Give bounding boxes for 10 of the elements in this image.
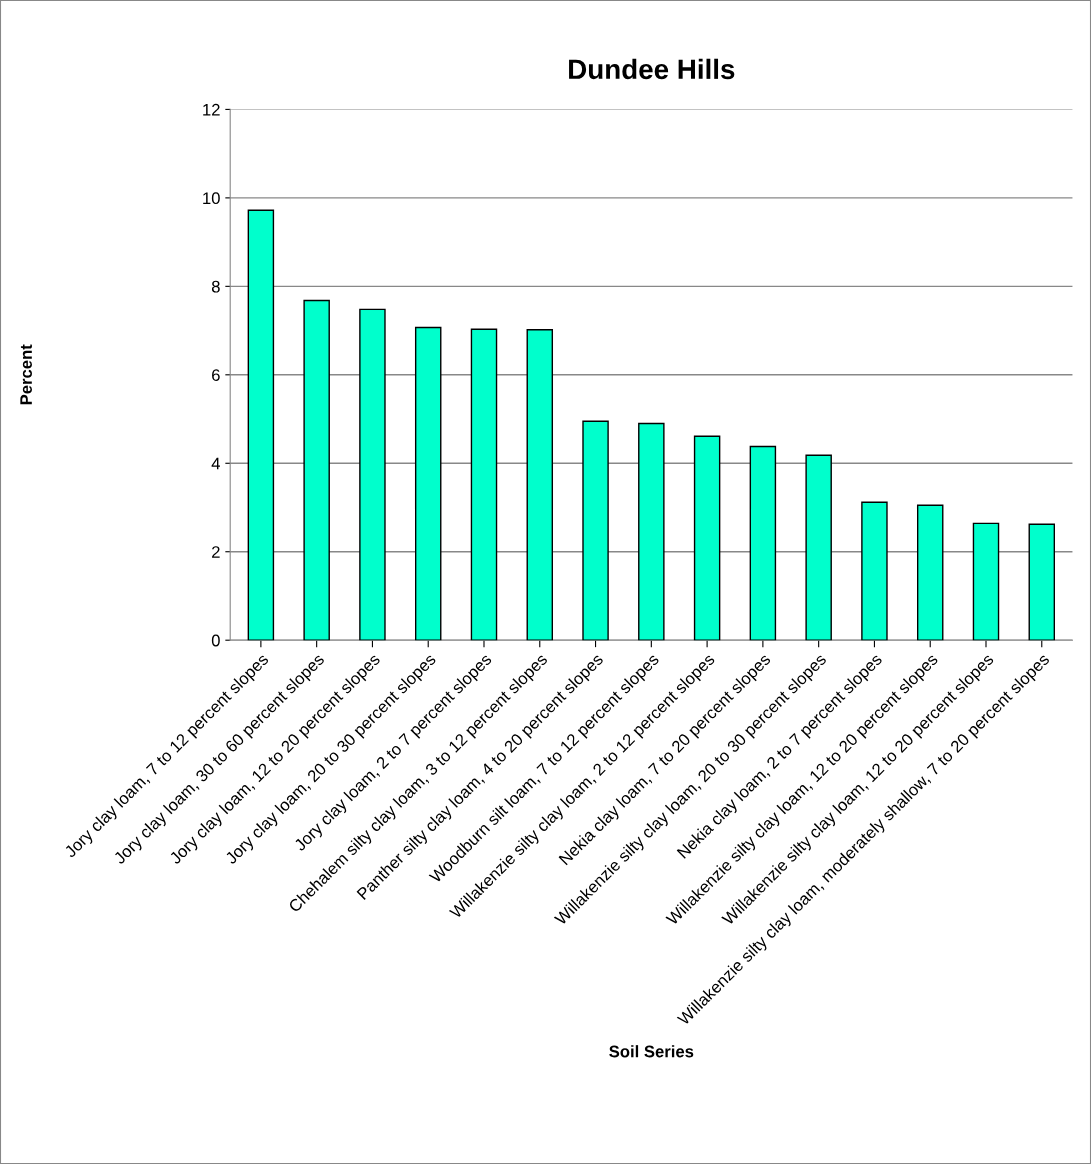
y-tick-label: 0 bbox=[211, 634, 220, 647]
y-tick-label: 8 bbox=[211, 280, 220, 293]
y-tick-label: 12 bbox=[203, 103, 220, 116]
y-tick-label: 2 bbox=[212, 546, 220, 558]
y-tick-label: 4 bbox=[211, 457, 220, 470]
chart-title: Dundee Hills bbox=[569, 58, 735, 80]
y-tick-label: 10 bbox=[203, 192, 220, 205]
y-tick-label: 6 bbox=[212, 369, 220, 382]
y-axis-title: Percent bbox=[20, 344, 32, 405]
x-axis-title: Soil Series bbox=[609, 1045, 694, 1058]
